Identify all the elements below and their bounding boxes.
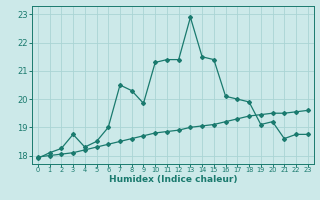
X-axis label: Humidex (Indice chaleur): Humidex (Indice chaleur): [108, 175, 237, 184]
